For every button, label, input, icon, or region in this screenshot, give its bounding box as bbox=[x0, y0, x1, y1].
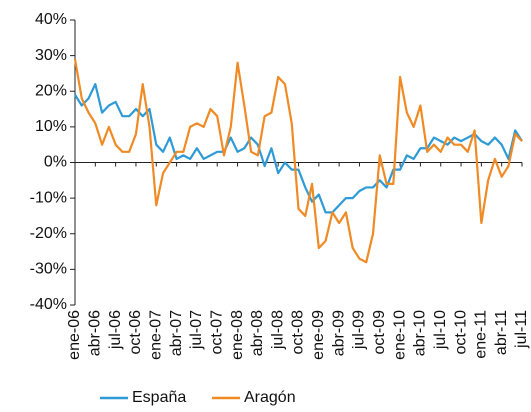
x-tick-label: ene-10 bbox=[391, 310, 408, 360]
x-tick-label: oct-09 bbox=[371, 310, 388, 355]
x-tick-label: jul-10 bbox=[432, 310, 449, 350]
x-tick-label: oct-07 bbox=[208, 310, 225, 355]
x-tick-label: oct-10 bbox=[452, 310, 469, 355]
y-tick-label: 20% bbox=[35, 82, 67, 99]
y-tick-label: -40% bbox=[30, 296, 67, 313]
x-tick-label: oct-06 bbox=[127, 310, 144, 355]
x-tick-label: jul-07 bbox=[188, 310, 205, 350]
y-tick-label: 40% bbox=[35, 11, 67, 28]
x-tick-label: ene-07 bbox=[147, 310, 164, 360]
y-tick-label: -30% bbox=[30, 261, 67, 278]
y-tick-label: -10% bbox=[30, 189, 67, 206]
x-tick-label: abr-11 bbox=[493, 310, 510, 355]
x-tick-label: ene-06 bbox=[66, 310, 83, 360]
x-tick-label: ene-08 bbox=[229, 310, 246, 360]
x-tick-label: ene-11 bbox=[473, 310, 490, 359]
y-tick-label: 0% bbox=[44, 154, 67, 171]
x-tick-label: jul-06 bbox=[107, 310, 124, 350]
x-tick-label: abr-07 bbox=[168, 310, 185, 356]
x-tick-label: ene-09 bbox=[310, 310, 327, 360]
y-tick-label: 30% bbox=[35, 47, 67, 64]
x-tick-label: jul-09 bbox=[351, 310, 368, 350]
x-tick-label: abr-08 bbox=[249, 310, 266, 356]
legend-label: Aragón bbox=[244, 389, 296, 406]
x-tick-label: jul-11 bbox=[513, 310, 530, 349]
x-tick-label: abr-10 bbox=[412, 310, 429, 356]
y-tick-label: 10% bbox=[35, 118, 67, 135]
x-tick-label: abr-09 bbox=[330, 310, 347, 356]
y-tick-label: -20% bbox=[30, 225, 67, 242]
legend-label: España bbox=[132, 389, 186, 406]
series-line bbox=[73, 59, 523, 264]
series-line bbox=[74, 83, 523, 214]
x-tick-label: oct-08 bbox=[290, 310, 307, 355]
x-tick-label: abr-06 bbox=[87, 310, 104, 356]
x-tick-label: jul-08 bbox=[269, 310, 286, 350]
